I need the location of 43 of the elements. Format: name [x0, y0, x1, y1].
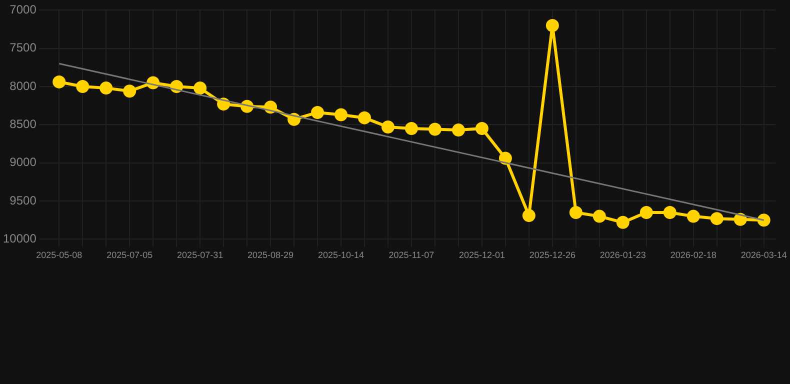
x-tick-label: 2025-07-05 — [106, 250, 153, 260]
y-tick-label: 8500 — [10, 117, 37, 132]
point — [522, 209, 536, 222]
x-tick-label: 2025-12-01 — [458, 250, 505, 260]
point — [52, 75, 66, 88]
point — [640, 206, 653, 219]
point — [404, 122, 418, 136]
point — [475, 122, 488, 136]
point — [311, 106, 324, 119]
y-tick-label: 8000 — [10, 78, 37, 93]
point — [76, 80, 90, 94]
x-tick-label: 2025-10-14 — [318, 250, 364, 260]
x-tick-label: 2026-01-23 — [600, 250, 646, 260]
point — [546, 18, 559, 32]
point — [592, 210, 606, 223]
point — [569, 206, 582, 219]
x-tick-label: 2025-12-26 — [529, 250, 576, 260]
x-tick-label: 2025-07-31 — [177, 250, 224, 260]
y-tick-label: 9000 — [10, 155, 37, 170]
x-tick-label: 2026-02-18 — [670, 250, 716, 260]
point — [381, 120, 394, 134]
point — [358, 111, 371, 124]
point — [734, 212, 747, 226]
point — [334, 108, 348, 122]
x-tick-label: 2025-11-07 — [388, 250, 434, 260]
point — [100, 82, 113, 95]
point — [428, 122, 442, 136]
x-tick-label: 2025-08-29 — [248, 250, 294, 260]
y-tick-label: 9500 — [10, 193, 37, 208]
point — [686, 210, 700, 223]
point — [123, 84, 136, 98]
y-tick-label: 7500 — [10, 40, 37, 55]
point — [452, 124, 465, 137]
point — [663, 206, 676, 219]
point — [757, 214, 770, 227]
x-tick-label: 2025-05-08 — [36, 250, 82, 260]
point — [498, 152, 512, 165]
point — [194, 82, 207, 95]
point — [616, 216, 630, 229]
x-tick-label: 2026-03-14 — [740, 250, 787, 260]
y-tick-label: 10000 — [2, 232, 37, 246]
point — [710, 212, 724, 226]
y-tick-label: 7000 — [10, 2, 37, 17]
